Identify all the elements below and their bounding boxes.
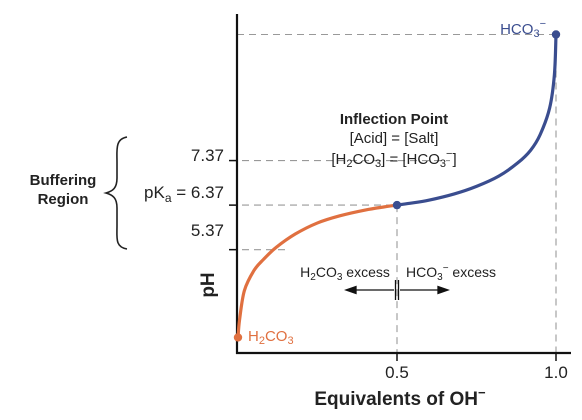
buffering-label-line2: Region (38, 191, 89, 208)
excess-arrows (344, 280, 450, 300)
inflection-eq-h2co3-hco3: [H2CO3] = [HCO3−] (331, 148, 456, 170)
y-tick-label-7-37: 7.37 (191, 146, 224, 165)
point-inflection (392, 200, 402, 210)
arrowhead-left (344, 285, 357, 295)
ticks-layer (229, 159, 557, 361)
x-axis-title: Equivalents of OH− (314, 385, 486, 410)
y-axis-title: pH (198, 272, 219, 297)
arrowhead-right (437, 285, 450, 295)
y-tick-label-5-37: 5.37 (191, 221, 224, 240)
excess-acid-label: H2CO3 excess (300, 264, 390, 283)
inflection-title: Inflection Point (340, 111, 448, 128)
point-end (551, 30, 561, 39)
series-line-1 (395, 32, 558, 207)
excess-base-label: HCO3− excess (406, 263, 496, 283)
buffering-label-line1: Buffering (30, 172, 97, 189)
point-start (233, 333, 243, 342)
start-species-label: H2CO3 (248, 328, 294, 347)
x-tick-label-0-5: 0.5 (385, 363, 409, 382)
series-layer (233, 30, 561, 342)
series-line-0 (236, 203, 399, 340)
pka-label: pKa = 6.37 (144, 183, 224, 205)
buffering-brace (103, 136, 128, 250)
end-species-label: HCO3− (500, 18, 546, 40)
inflection-eq-acid-salt: [Acid] = [Salt] (350, 130, 439, 147)
x-tick-label-1-0: 1.0 (544, 363, 568, 382)
guide-lines (230, 33, 557, 353)
